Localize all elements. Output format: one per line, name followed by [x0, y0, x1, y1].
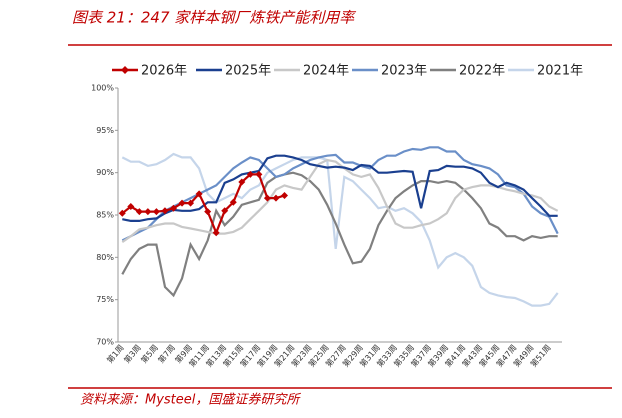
marker	[161, 207, 169, 215]
marker	[246, 170, 254, 178]
y-tick-label: 75%	[96, 295, 114, 304]
y-tick-label: 85%	[96, 211, 114, 220]
marker	[281, 192, 288, 200]
legend-label: 2023年	[381, 64, 427, 79]
y-tick-label: 80%	[96, 253, 114, 262]
marker	[170, 204, 177, 212]
marker	[187, 199, 195, 207]
marker	[204, 208, 212, 216]
series-line	[121, 146, 559, 242]
marker	[152, 208, 160, 216]
series-line	[122, 154, 558, 222]
x-tick-label: 第5周	[139, 342, 160, 365]
y-tick-label: 95%	[96, 126, 114, 135]
chart-title: 图表 21：247 家样本钢厂炼铁产能利用率	[72, 9, 356, 27]
marker	[255, 170, 263, 178]
marker	[195, 190, 203, 198]
legend-label: 2026年	[141, 64, 187, 79]
y-tick-label: 90%	[96, 168, 114, 177]
series-line	[121, 152, 559, 307]
marker	[272, 194, 280, 202]
y-tick-label: 70%	[96, 338, 114, 347]
legend-label: 2022年	[459, 64, 505, 79]
series-line	[121, 171, 558, 298]
marker	[118, 209, 126, 217]
legend-marker	[121, 66, 129, 74]
x-tick-label: 第7周	[156, 342, 177, 365]
marker	[212, 229, 220, 237]
x-tick-label: 第3周	[122, 342, 143, 365]
series-line	[121, 158, 559, 244]
marker	[135, 208, 143, 216]
marker	[263, 194, 271, 202]
marker	[221, 207, 229, 215]
marker	[144, 208, 152, 216]
legend-label: 2024年	[303, 64, 349, 79]
marker	[127, 203, 135, 211]
marker	[229, 198, 237, 206]
legend-label: 2021年	[537, 64, 583, 79]
legend-label: 2025年	[225, 64, 271, 79]
y-tick-label: 100%	[91, 84, 114, 93]
marker	[178, 199, 186, 207]
source: 资料来源：Mysteel，国盛证券研究所	[80, 392, 301, 408]
marker	[238, 178, 246, 186]
